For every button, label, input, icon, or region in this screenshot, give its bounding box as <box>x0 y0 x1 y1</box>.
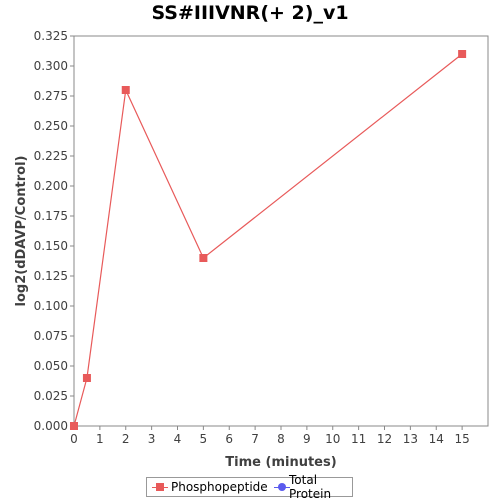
x-tick-label: 2 <box>122 432 130 446</box>
y-tick-label: 0.125 <box>34 269 68 283</box>
y-tick-label: 0.225 <box>34 149 68 163</box>
y-tick-label: 0.150 <box>34 239 68 253</box>
x-tick-label: 9 <box>303 432 311 446</box>
legend-label-phosphopeptide: Phosphopeptide <box>171 480 268 494</box>
y-tick-label: 0.175 <box>34 209 68 223</box>
x-tick-label: 14 <box>429 432 444 446</box>
x-tick-label: 6 <box>225 432 233 446</box>
legend: Phosphopeptide Total Protein <box>146 473 353 501</box>
y-tick-label: 0.250 <box>34 119 68 133</box>
y-tick-label: 0.025 <box>34 389 68 403</box>
x-tick-label: 4 <box>174 432 182 446</box>
y-tick-label: 0.100 <box>34 299 68 313</box>
x-tick-label: 7 <box>251 432 259 446</box>
y-tick-label: 0.200 <box>34 179 68 193</box>
chart-title: SS#IIIVNR(+ 2)_v1 <box>151 2 349 24</box>
x-tick-label: 13 <box>403 432 418 446</box>
x-tick-label: 15 <box>454 432 469 446</box>
y-tick-label: 0.000 <box>34 419 68 433</box>
data-point <box>199 254 208 262</box>
x-tick-label: 1 <box>96 432 104 446</box>
x-tick-label: 8 <box>277 432 285 446</box>
legend-item-phosphopeptide: Phosphopeptide <box>152 480 268 494</box>
data-point <box>458 50 467 58</box>
y-tick-label: 0.075 <box>34 329 68 343</box>
y-axis-label: log2(dDAVP/Control) <box>14 156 29 307</box>
data-point <box>70 422 78 430</box>
x-tick-label: 5 <box>200 432 208 446</box>
y-tick-label: 0.050 <box>34 359 68 373</box>
y-tick-label: 0.275 <box>34 89 68 103</box>
x-tick-label: 0 <box>70 432 78 446</box>
x-tick-label: 11 <box>351 432 366 446</box>
total-protein-swatch <box>273 482 290 492</box>
x-axis-label: Time (minutes) <box>225 455 336 470</box>
legend-label-total-protein: Total Protein <box>289 473 332 501</box>
x-tick-label: 12 <box>377 432 392 446</box>
phosphopeptide-swatch <box>152 482 168 492</box>
x-tick-label: 3 <box>148 432 156 446</box>
data-point <box>121 86 130 94</box>
legend-item-total-protein: Total Protein <box>273 473 346 501</box>
y-tick-label: 0.300 <box>34 59 68 73</box>
y-tick-label: 0.325 <box>34 29 68 43</box>
data-point <box>82 374 91 382</box>
x-tick-label: 10 <box>325 432 340 446</box>
plot-area <box>73 35 489 427</box>
